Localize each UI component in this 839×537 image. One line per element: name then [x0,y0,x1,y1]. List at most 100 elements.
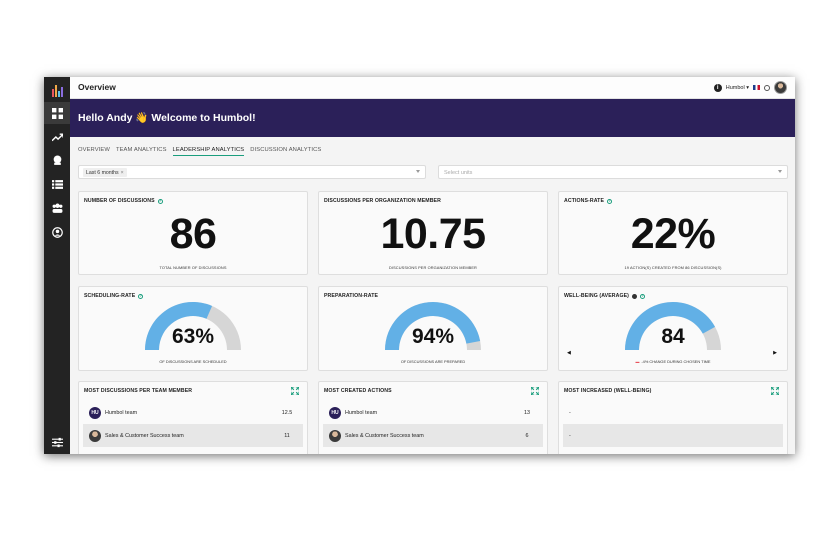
team-value: 11 [284,432,290,439]
scheduling-rate-value: 63% [171,325,215,348]
gauge-fill [625,302,716,350]
gauge-fill [385,302,481,350]
list-item[interactable]: HU Humbol team 12.5 [83,401,303,424]
wellbeing-value: 84 [661,325,685,348]
top-bar-actions: i Humbol ▾ [713,81,787,94]
team-avatar: HU [329,406,341,419]
help-icon[interactable]: ? [138,293,144,299]
top-bar: Overview i Humbol ▾ [70,77,795,99]
page-title: Overview [78,82,116,92]
wellbeing-gauge [621,300,725,354]
chip-remove-icon[interactable]: × [120,169,124,176]
units-select[interactable]: Select units [438,165,788,179]
scheduling-gauge [141,300,245,354]
per-member-card: DISCUSSIONS PER ORGANIZATION MEMBER 10.7… [318,191,548,275]
settings-sliders-icon[interactable] [49,434,65,450]
help-icon[interactable]: ? [607,198,613,204]
tab-team-analytics[interactable]: TEAM ANALYTICS [115,147,167,153]
card-title: ACTIONS-RATE [564,198,605,204]
preparation-rate-card: PREPARATION-RATE 94% OF DISCUSSIONS ARE … [318,286,548,371]
prev-arrow-icon[interactable]: ◀ [567,350,571,356]
tab-overview[interactable]: OVERVIEW [78,147,110,153]
team-list: HU Humbol team 13 Sales & Customer Succes… [323,401,543,447]
chevron-down-icon [778,170,782,173]
card-title: NUMBER OF DISCUSSIONS [84,198,155,204]
team-list: - - [563,401,783,447]
card-caption: DISCUSSIONS PER ORGANIZATION MEMBER [389,265,477,270]
card-caption: TOTAL NUMBER OF DISCUSSIONS [159,265,227,270]
help-icon[interactable]: ? [157,198,163,204]
card-title: MOST INCREASED (WELL-BEING) [564,388,652,394]
discussions-card: NUMBER OF DISCUSSIONS? 86 TOTAL NUMBER O… [78,191,308,275]
wellbeing-card: WELL-BEING (AVERAGE)? 84 ◀ ▶ ▬ -4% CHANGE… [558,286,788,371]
period-chip-label: Last 6 months [86,169,119,176]
most-actions-card: MOST CREATED ACTIONS HU Humbol team 13 Sa… [318,381,548,454]
team-avatar [89,429,101,442]
card-title: MOST CREATED ACTIONS [324,388,392,394]
expand-icon[interactable] [771,387,779,395]
chevron-down-icon [416,170,420,173]
team-name: Humbol team [345,409,378,416]
list-item[interactable]: - [563,401,783,424]
org-name: Humbol [725,84,745,91]
list-item[interactable]: HU Humbol team 13 [323,401,543,424]
period-chip: Last 6 months × [83,168,127,177]
card-title: PREPARATION-RATE [324,293,379,299]
help-icon[interactable]: ? [640,293,646,299]
profile-icon[interactable] [49,224,65,240]
gear-icon[interactable] [632,293,638,299]
humbol-logo[interactable] [49,83,65,97]
chevron-down-icon: ▾ [746,84,749,91]
preparation-gauge [381,300,485,354]
team-icon[interactable] [49,200,65,216]
team-name: Humbol team [105,409,138,416]
team-name: Sales & Customer Success team [345,432,424,439]
scheduling-rate-card: SCHEDULING-RATE? 63% OF DISCUSSIONS ARE … [78,286,308,371]
team-avatar: HU [89,406,101,419]
analytics-tabs: OVERVIEW TEAM ANALYTICS LEADERSHIP ANALY… [78,147,321,156]
language-flag-icon[interactable] [753,85,760,90]
expand-icon[interactable] [291,387,299,395]
team-name: - [569,409,571,416]
card-caption: -4% CHANGE DURING CHOSEN TIME [641,359,711,364]
avatar[interactable] [774,81,787,94]
next-arrow-icon[interactable]: ▶ [773,350,777,356]
team-name: - [569,432,571,439]
welcome-banner: Hello Andy 👋 Welcome to Humbol! [70,99,795,137]
units-placeholder: Select units [444,169,473,176]
most-discussions-card: MOST DISCUSSIONS PER TEAM MEMBER HU Humbo… [78,381,308,454]
trending-icon[interactable] [49,129,65,145]
card-caption: OF DISCUSSIONS ARE PREPARED [400,359,466,364]
list-item[interactable]: Sales & Customer Success team 6 [323,424,543,447]
list-icon[interactable] [49,176,65,192]
card-title: DISCUSSIONS PER ORGANIZATION MEMBER [324,198,441,204]
card-caption: 19 ACTION(S) CREATED FROM 86 DISCUSSION(… [624,265,722,270]
list-item[interactable]: - [563,424,783,447]
info-icon[interactable]: i [713,83,722,92]
card-title: SCHEDULING-RATE [84,293,136,299]
discussion-icon[interactable] [49,152,65,168]
org-switcher[interactable]: Humbol ▾ [726,85,749,91]
card-title: WELL-BEING (AVERAGE) [564,293,630,299]
app-window: Overview i Humbol ▾ Hello Andy 👋 Welcome… [44,77,795,454]
gauge-fill [145,302,213,350]
preparation-rate-value: 94% [411,325,455,348]
team-name: Sales & Customer Success team [105,432,184,439]
main-content: Overview i Humbol ▾ Hello Andy 👋 Welcome… [70,77,795,454]
team-value: 13 [524,409,530,416]
expand-icon[interactable] [531,387,539,395]
discussions-value: 86 [169,210,217,258]
gear-icon[interactable] [764,84,770,91]
welcome-text: Hello Andy 👋 Welcome to Humbol! [78,112,256,124]
list-item[interactable]: Sales & Customer Success team 11 [83,424,303,447]
per-member-value: 10.75 [380,210,486,258]
tab-leadership-analytics[interactable]: LEADERSHIP ANALYTICS [172,147,245,156]
tab-discussion-analytics[interactable]: DISCUSSION ANALYTICS [250,147,322,153]
period-select[interactable]: Last 6 months × [78,165,426,179]
team-list: HU Humbol team 12.5 Sales & Customer Succ… [83,401,303,447]
dashboard-icon[interactable] [44,102,70,124]
card-caption: OF DISCUSSIONS ARE SCHEDULED [159,359,227,364]
sidebar [44,77,70,454]
team-value: 6 [525,432,529,439]
most-increased-card: MOST INCREASED (WELL-BEING) - - [558,381,788,454]
